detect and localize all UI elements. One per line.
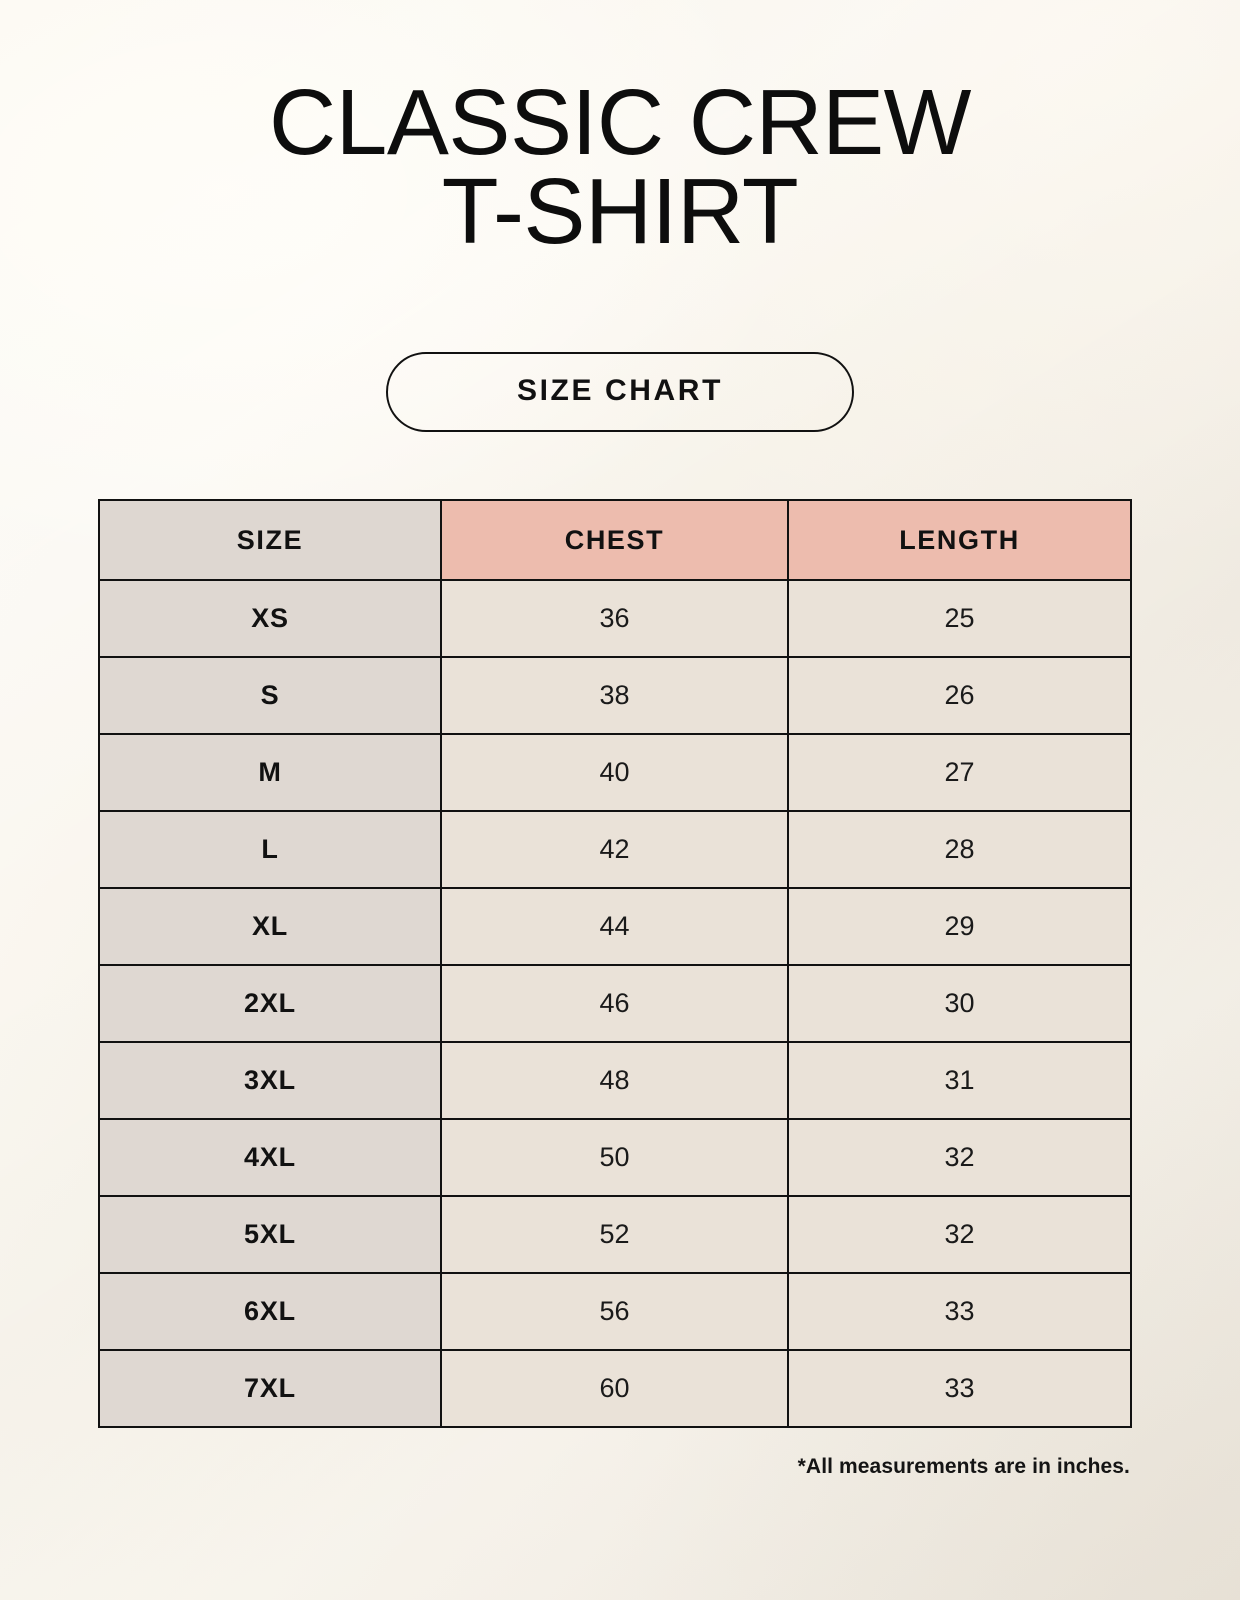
measurement-footnote: *All measurements are in inches. bbox=[797, 1455, 1130, 1478]
cell-chest: 40 bbox=[440, 733, 789, 812]
cell-chest: 56 bbox=[440, 1272, 789, 1351]
cell-length: 27 bbox=[787, 733, 1132, 812]
cell-chest: 48 bbox=[440, 1041, 789, 1120]
cell-size: XS bbox=[98, 579, 442, 658]
cell-size: 7XL bbox=[98, 1349, 442, 1428]
table-row: 6XL 56 33 bbox=[98, 1272, 1132, 1351]
cell-chest: 50 bbox=[440, 1118, 789, 1197]
cell-length: 26 bbox=[787, 656, 1132, 735]
cell-size: 4XL bbox=[98, 1118, 442, 1197]
cell-length: 32 bbox=[787, 1195, 1132, 1274]
cell-size: 3XL bbox=[98, 1041, 442, 1120]
cell-chest: 60 bbox=[440, 1349, 789, 1428]
cell-chest: 52 bbox=[440, 1195, 789, 1274]
badge-container: SIZE CHART bbox=[0, 352, 1240, 432]
table-row: 7XL 60 33 bbox=[98, 1349, 1132, 1428]
column-header-length: LENGTH bbox=[787, 499, 1132, 581]
table-row: XS 36 25 bbox=[98, 579, 1132, 658]
table-row: 2XL 46 30 bbox=[98, 964, 1132, 1043]
table-header: SIZE CHEST LENGTH bbox=[98, 499, 1132, 581]
cell-chest: 46 bbox=[440, 964, 789, 1043]
cell-length: 33 bbox=[787, 1272, 1132, 1351]
table-row: XL 44 29 bbox=[98, 887, 1132, 966]
cell-size: 5XL bbox=[98, 1195, 442, 1274]
cell-length: 29 bbox=[787, 887, 1132, 966]
page-title: CLASSIC CREW T-SHIRT bbox=[269, 70, 971, 264]
table-row: 5XL 52 32 bbox=[98, 1195, 1132, 1274]
table-row: L 42 28 bbox=[98, 810, 1132, 889]
table-body: XS 36 25 S 38 26 M 40 27 L 42 28 bbox=[98, 579, 1132, 1428]
table-row: M 40 27 bbox=[98, 733, 1132, 812]
size-table: SIZE CHEST LENGTH XS 36 25 S 38 26 M bbox=[98, 499, 1132, 1428]
cell-size: 6XL bbox=[98, 1272, 442, 1351]
column-header-size: SIZE bbox=[98, 499, 442, 581]
cell-chest: 44 bbox=[440, 887, 789, 966]
cell-length: 32 bbox=[787, 1118, 1132, 1197]
cell-length: 30 bbox=[787, 964, 1132, 1043]
size-chart-badge[interactable]: SIZE CHART bbox=[386, 352, 854, 432]
cell-chest: 42 bbox=[440, 810, 789, 889]
cell-size: XL bbox=[98, 887, 442, 966]
cell-size: S bbox=[98, 656, 442, 735]
table-header-row: SIZE CHEST LENGTH bbox=[98, 499, 1132, 581]
cell-length: 31 bbox=[787, 1041, 1132, 1120]
column-header-chest: CHEST bbox=[440, 499, 789, 581]
table-row: 4XL 50 32 bbox=[98, 1118, 1132, 1197]
table-row: S 38 26 bbox=[98, 656, 1132, 735]
cell-chest: 38 bbox=[440, 656, 789, 735]
cell-length: 25 bbox=[787, 579, 1132, 658]
cell-length: 33 bbox=[787, 1349, 1132, 1428]
cell-size: M bbox=[98, 733, 442, 812]
cell-size: L bbox=[98, 810, 442, 889]
table-row: 3XL 48 31 bbox=[98, 1041, 1132, 1120]
cell-length: 28 bbox=[787, 810, 1132, 889]
cell-size: 2XL bbox=[98, 964, 442, 1043]
size-table-container: SIZE CHEST LENGTH XS 36 25 S 38 26 M bbox=[98, 499, 1132, 1428]
cell-chest: 36 bbox=[440, 579, 789, 658]
